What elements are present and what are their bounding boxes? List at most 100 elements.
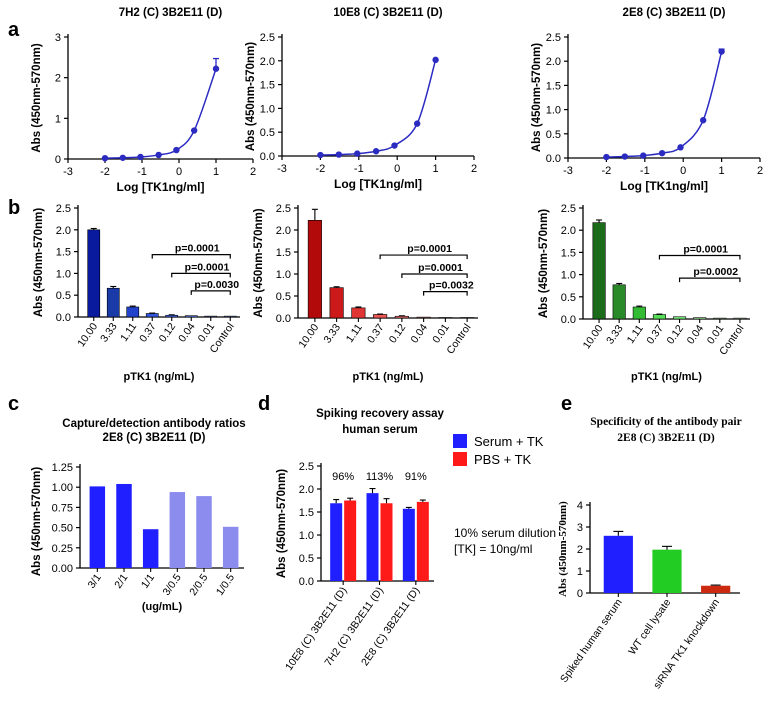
b3-bar-6 <box>713 317 727 320</box>
a2-ytick-label-1: 0.5 <box>260 127 275 139</box>
c-xlabel: (ug/mL) <box>142 601 183 613</box>
b1-pvalue-label-2: p=0.0030 <box>194 279 239 291</box>
a3-xtick-label-5: 2 <box>757 165 763 177</box>
a3-point-2 <box>640 152 647 159</box>
b3-bar-4 <box>673 316 687 320</box>
c-ytick-label-5: 1.25 <box>52 462 73 474</box>
a2-point-0 <box>317 151 324 159</box>
d-xtick-label-0: 10E8 (C) 3B2E11 (D) <box>283 585 350 673</box>
a2-xlabel: Log [TK1ng/ml] <box>334 177 422 191</box>
b1-xtick-label-1: 3.33 <box>98 321 120 345</box>
a2-xtick-label-5: 2 <box>471 163 477 175</box>
chart-b1: 0.0 0.5 1.0 1.5 2.0 2.5 10.003.331.110.370.120… <box>33 203 240 383</box>
a3-xtick-label-1: -2 <box>602 165 612 177</box>
a3-ytick-label-2: 1.0 <box>546 105 561 117</box>
b2-xtick-label-2: 1.11 <box>344 322 365 345</box>
a1-ytick-label-1: 1 <box>55 113 61 125</box>
d-ytick-label-2: 1.0 <box>299 530 314 542</box>
a3-xtick-label-0: -3 <box>563 165 573 177</box>
a2-point-1 <box>335 151 343 158</box>
d-bar-0-0 <box>330 503 343 581</box>
d-bar-1-1 <box>380 503 393 581</box>
b2-ytick-label-4: 2.0 <box>276 225 291 237</box>
b2-bar-4 <box>394 315 409 319</box>
b3-bar-2 <box>632 306 646 320</box>
a2-ytick-label-3: 1.5 <box>260 80 275 92</box>
b1-xtick-label-4: 0.12 <box>157 321 179 345</box>
b2-pvalue-label-2: p=0.0032 <box>429 280 474 292</box>
b2-ytick-label-3: 1.5 <box>276 247 291 259</box>
a3-point-6 <box>718 48 725 55</box>
c-bar-2 <box>142 529 159 568</box>
b2-bar-0 <box>307 220 322 319</box>
a2-point-4 <box>391 142 398 149</box>
a2-point-2 <box>354 150 361 157</box>
b1-pvalue-bracket-1 <box>171 272 231 278</box>
a1-point-1 <box>119 154 126 161</box>
b3-xtick-label-4: 0.12 <box>664 323 686 347</box>
a1-point-5 <box>190 127 198 134</box>
a3-point-1 <box>621 153 629 160</box>
b2-bar-5 <box>416 316 431 319</box>
b2-xtick-label-0: 10.00 <box>296 322 321 351</box>
b3-ytick-label-5: 2.5 <box>561 203 576 215</box>
d-note-line-0: 10% serum dilution <box>454 526 556 540</box>
b2-xtick-label-5: 0.04 <box>409 322 431 346</box>
a2-ytick-label-2: 1.0 <box>260 103 275 115</box>
chart-d: Spiking recovery assay human serum 0.0 0.5 1… <box>276 408 556 673</box>
a1-point-3 <box>155 151 162 159</box>
c-ytick-label-4: 1.00 <box>52 482 73 494</box>
a2-point-6 <box>432 56 439 64</box>
c-ylabel: Abs (450nm-570nm) <box>31 467 43 576</box>
b3-bar-7 <box>733 317 747 320</box>
a2-xtick-label-1: -2 <box>316 163 326 175</box>
b2-xlabel: pTK1 (ng/mL) <box>353 371 424 383</box>
a1-point-0 <box>101 154 109 162</box>
b1-ytick-label-2: 1.0 <box>56 268 71 280</box>
b3-xtick-label-3: 0.37 <box>644 323 666 347</box>
a1-ytick-label-0: 0 <box>55 154 61 166</box>
b3-ytick-label-0: 0.0 <box>561 314 576 326</box>
b1-bar-7 <box>223 315 237 318</box>
d-legend-label-1: PBS + TK <box>474 452 532 467</box>
b1-xlabel: pTK1 (ng/mL) <box>124 371 195 383</box>
b3-ytick-label-4: 2.0 <box>561 225 576 237</box>
d-ytick-label-5: 2.5 <box>299 461 314 473</box>
e-ytick-label-0: 0 <box>577 588 583 600</box>
a3-point-0 <box>603 153 610 161</box>
a1-point-6 <box>212 65 220 72</box>
b3-bar-5 <box>693 317 707 320</box>
a3-title: 2E8 (C) 3B2E11 (D) <box>623 7 726 19</box>
a3-ytick-label-1: 0.5 <box>546 129 561 141</box>
b2-bar-1 <box>329 287 344 319</box>
a3-ytick-label-3: 1.5 <box>546 80 561 92</box>
a2-point-5 <box>413 120 421 127</box>
d-legend-swatch-1 <box>453 452 467 466</box>
a2-point-3 <box>372 148 380 155</box>
d-ytick-label-4: 2.0 <box>299 484 314 496</box>
e-ytick-label-2: 2 <box>577 544 583 556</box>
c-bar-4 <box>196 496 212 568</box>
b3-xtick-label-1: 3.33 <box>604 323 626 347</box>
b2-xtick-label-3: 0.37 <box>365 322 387 346</box>
a2-xtick-label-0: -3 <box>277 163 287 175</box>
b2-bar-3 <box>373 314 388 319</box>
b1-bar-3 <box>145 313 159 318</box>
b2-pvalue-bracket-0 <box>379 254 468 260</box>
a1-xtick-label-0: -3 <box>63 166 73 178</box>
e-xtick-label-1: WT cell lysate <box>626 597 673 657</box>
panel-letter-a: a <box>8 19 20 41</box>
b1-pvalue-bracket-2 <box>190 290 231 295</box>
a1-point-4 <box>173 146 180 154</box>
b1-xtick-label-0: 10.00 <box>75 321 100 350</box>
b3-pvalue-label-1: p=0.0002 <box>693 266 738 278</box>
a1-xtick-label-3: 0 <box>176 166 182 178</box>
d-subtitle: human serum <box>342 424 417 436</box>
e-ytick-label-3: 3 <box>577 522 583 534</box>
b2-ytick-label-1: 0.5 <box>276 291 291 303</box>
a1-fit-curve <box>104 68 217 159</box>
c-ytick-label-3: 0.75 <box>52 502 73 514</box>
b1-pvalue-label-0: p=0.0001 <box>175 243 220 255</box>
e-bar-1 <box>652 549 682 593</box>
a3-ytick-label-4: 2.0 <box>546 56 561 68</box>
